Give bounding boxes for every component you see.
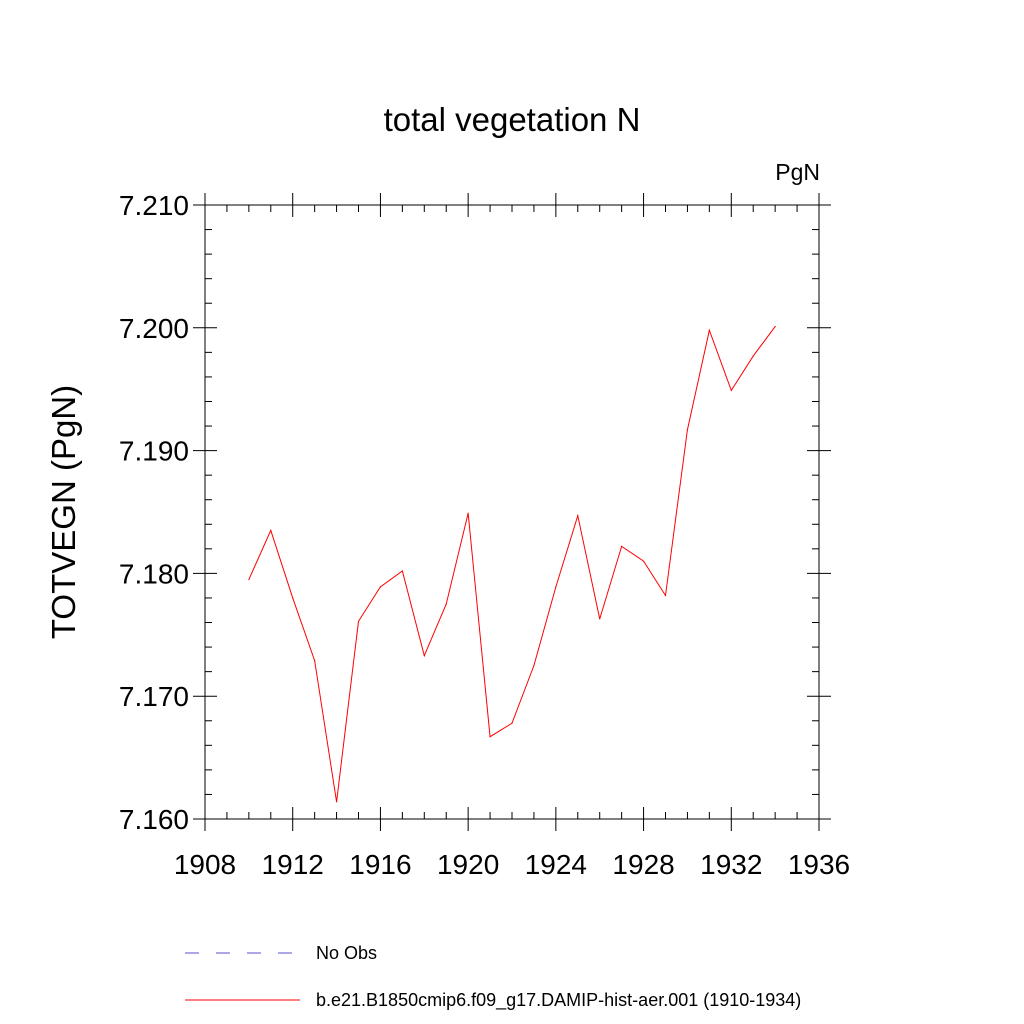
data-point xyxy=(467,512,469,514)
data-point xyxy=(270,529,272,532)
y-tick-label: 7.160 xyxy=(119,804,189,835)
data-point xyxy=(533,664,535,667)
data-point xyxy=(555,586,557,588)
data-point xyxy=(621,545,623,547)
y-tick-label: 7.170 xyxy=(119,681,189,712)
y-minor-ticks xyxy=(205,229,819,795)
data-point xyxy=(248,578,250,581)
legend-label-no-obs: No Obs xyxy=(316,943,377,963)
x-tick-labels: 1908 1912 1916 1920 1924 1928 1932 1936 xyxy=(174,849,850,880)
x-major-ticks xyxy=(204,193,820,831)
data-point xyxy=(445,603,447,605)
x-minor-ticks xyxy=(226,205,798,819)
plot-frame xyxy=(204,204,820,820)
data-point xyxy=(511,722,513,724)
series-line xyxy=(248,326,776,802)
x-tick-label: 1916 xyxy=(349,849,411,880)
data-point xyxy=(423,655,425,657)
data-point xyxy=(752,355,754,357)
data-point xyxy=(708,329,710,331)
x-tick-label: 1920 xyxy=(437,849,499,880)
chart-title: total vegetation N xyxy=(384,101,641,138)
data-point xyxy=(335,801,338,803)
x-tick-label: 1912 xyxy=(262,849,324,880)
data-point xyxy=(292,597,294,599)
x-tick-label: 1924 xyxy=(525,849,587,880)
data-point xyxy=(401,570,403,572)
y-axis-label: TOTVEGN (PgN) xyxy=(45,385,82,639)
x-tick-label: 1908 xyxy=(174,849,236,880)
x-tick-label: 1932 xyxy=(700,849,762,880)
data-point xyxy=(357,620,360,622)
legend-label-series: b.e21.B1850cmip6.f09_g17.DAMIP-hist-aer.… xyxy=(316,990,801,1011)
y-tick-labels: 7.160 7.170 7.180 7.190 7.200 7.210 xyxy=(119,190,189,835)
units-label: PgN xyxy=(775,159,820,185)
data-point xyxy=(577,515,579,517)
data-point xyxy=(489,736,491,738)
data-point xyxy=(774,325,776,328)
x-tick-label: 1936 xyxy=(788,849,850,880)
y-tick-label: 7.210 xyxy=(119,190,189,221)
data-point xyxy=(664,594,667,597)
data-point xyxy=(686,429,689,431)
data-point xyxy=(599,618,601,620)
legend: No Obs b.e21.B1850cmip6.f09_g17.DAMIP-hi… xyxy=(185,943,801,1011)
y-tick-label: 7.190 xyxy=(119,436,189,467)
data-point xyxy=(642,560,645,562)
data-point xyxy=(730,389,732,392)
x-tick-label: 1928 xyxy=(612,849,674,880)
y-tick-label: 7.180 xyxy=(119,558,189,589)
data-point xyxy=(379,586,382,588)
y-tick-label: 7.200 xyxy=(119,313,189,344)
series-layer xyxy=(248,325,776,803)
data-point xyxy=(314,659,316,662)
y-major-ticks xyxy=(193,204,831,820)
